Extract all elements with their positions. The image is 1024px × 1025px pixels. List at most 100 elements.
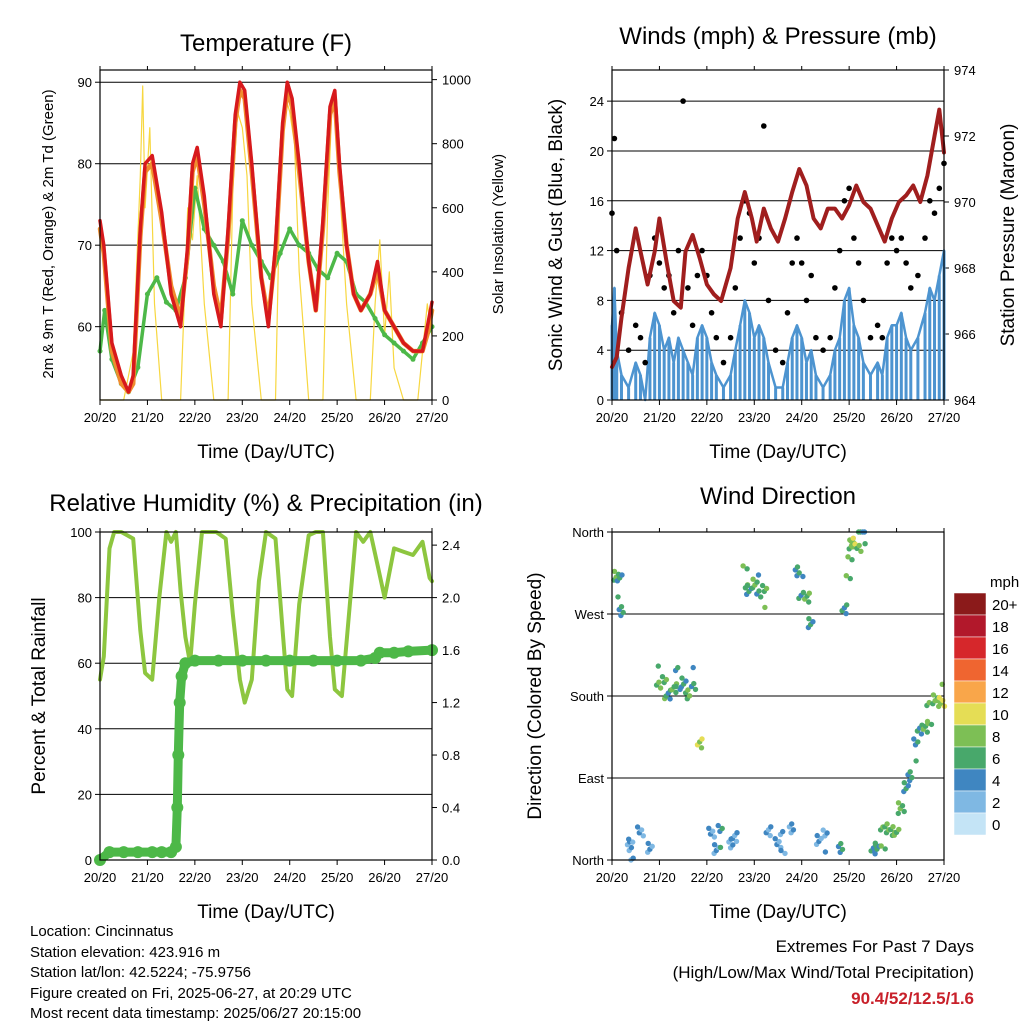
direction-point — [768, 824, 774, 830]
gust-point — [860, 297, 867, 304]
direction-point — [911, 736, 917, 742]
gust-point — [841, 198, 848, 204]
direction-point — [740, 563, 746, 569]
precip-point — [402, 645, 415, 658]
direction-point — [640, 833, 646, 839]
gust-point — [808, 272, 814, 279]
x-tick-label: 26/20 — [880, 870, 913, 885]
direction-point — [772, 836, 778, 842]
x-tick-label: 23/20 — [738, 410, 771, 425]
x-tick-label: 25/20 — [321, 410, 354, 425]
y-tick-label: North — [572, 853, 604, 868]
x-tick-label: 21/20 — [643, 410, 676, 425]
y-tick-label: 90 — [78, 75, 92, 90]
direction-point — [838, 840, 844, 847]
direction-point — [710, 828, 716, 834]
temperature-ylabel: 2m & 9m T (Red, Orange) & 2m Td (Green) — [40, 89, 57, 378]
wind-direction-plot-area: North East South West North 20/20 21/20 22/20 23… — [570, 525, 960, 885]
precip-point — [307, 654, 320, 667]
y2-tick-label: 200 — [442, 329, 464, 344]
direction-point — [679, 675, 685, 681]
precip-point — [212, 654, 225, 667]
precip-point — [171, 801, 184, 814]
legend-swatch — [953, 658, 987, 682]
temp-2m-line — [98, 80, 434, 394]
direction-point — [667, 696, 673, 702]
direction-point — [673, 689, 679, 696]
direction-point — [928, 721, 935, 728]
wind-direction-title: Wind Direction — [700, 483, 856, 510]
y-tick-label: 40 — [78, 722, 92, 737]
dewpoint-point — [287, 226, 293, 232]
legend-swatch — [953, 812, 987, 836]
direction-point — [683, 678, 689, 684]
direction-point — [862, 541, 868, 547]
gust-point — [936, 185, 943, 192]
y2-tick-label: 966 — [954, 327, 976, 342]
gust-point — [893, 247, 900, 254]
gust-point — [732, 285, 739, 291]
legend-label: 8 — [992, 729, 1000, 746]
direction-point — [800, 589, 807, 596]
direction-point — [824, 830, 830, 836]
winds-ylabel: Sonic Wind & Gust (Blue, Black) — [546, 99, 567, 371]
precip-point — [354, 654, 367, 667]
direction-point — [810, 619, 816, 625]
legend-swatch — [953, 636, 987, 660]
dewpoint-point — [410, 356, 416, 362]
direction-point — [657, 685, 664, 691]
y-tick-label: North — [572, 525, 604, 540]
plot-border — [611, 531, 945, 861]
dewpoint-point — [401, 348, 406, 354]
direction-point — [820, 827, 826, 833]
wind-direction-ylabel: Direction (Colored By Speed) — [525, 572, 546, 819]
direction-point — [915, 739, 921, 745]
gust-point — [874, 322, 881, 329]
direction-point — [717, 844, 724, 851]
extremes-box: Extremes For Past 7 Days (High/Low/Max W… — [673, 934, 974, 1012]
extremes-subtitle: (High/Low/Max Wind/Total Precipitation) — [672, 963, 974, 982]
gust-point — [727, 334, 734, 341]
pressure-line — [610, 107, 946, 369]
dewpoint-point — [163, 299, 169, 305]
rh-title: Relative Humidity (%) & Precipitation (i… — [49, 490, 482, 517]
gust-point — [922, 235, 928, 241]
x-tick-label: 20/20 — [596, 410, 629, 425]
direction-point — [856, 542, 862, 549]
precip-point — [179, 657, 192, 670]
direction-point — [750, 576, 756, 582]
x-tick-label: 26/20 — [880, 410, 913, 425]
direction-point — [706, 825, 712, 831]
plot-background — [100, 532, 432, 860]
gust-point — [699, 247, 705, 254]
precip-point — [172, 749, 185, 761]
y2-tick-label: 0.8 — [442, 748, 460, 763]
rh-plot-area: 0 20 40 60 80 100 0.0 0.4 0.8 1.2 1.6 2.0 2.4 20/20 21… — [70, 525, 460, 885]
legend-swatch — [953, 614, 987, 638]
direction-point — [690, 664, 696, 671]
gust-point — [851, 235, 857, 241]
direction-point — [794, 564, 801, 570]
y-tick-label: 8 — [597, 293, 604, 308]
direction-point — [896, 826, 902, 833]
direction-point — [711, 842, 718, 848]
direction-point — [796, 570, 802, 576]
gust-point — [827, 334, 833, 341]
direction-point — [890, 824, 896, 830]
y-tick-label: 12 — [590, 244, 604, 259]
y2-tick-label: 2.0 — [442, 591, 460, 606]
direction-point — [814, 832, 820, 839]
dewpoint-point — [277, 250, 283, 256]
y2-tick-label: 2.4 — [442, 538, 460, 553]
y-tick-label: 20 — [78, 787, 92, 802]
x-tick-label: 25/20 — [833, 870, 866, 885]
precip-point — [236, 654, 249, 667]
dewpoint-point — [239, 218, 245, 224]
gust-point — [737, 235, 743, 241]
direction-point — [630, 839, 636, 845]
y2-tick-label: 1000 — [442, 73, 471, 88]
gust-point — [898, 235, 905, 241]
direction-point — [620, 609, 626, 616]
legend-swatch — [953, 680, 987, 704]
